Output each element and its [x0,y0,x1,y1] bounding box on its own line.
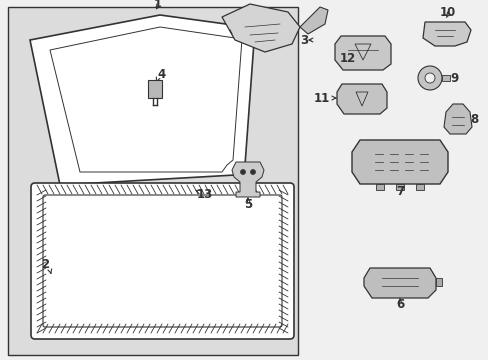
Bar [238,171,245,177]
Circle shape [417,66,441,90]
Text: 13: 13 [197,189,213,202]
Polygon shape [222,4,299,52]
Text: 2: 2 [41,258,49,271]
Text: 4: 4 [158,68,166,81]
FancyBboxPatch shape [148,80,162,98]
Bar [375,184,383,190]
Text: 12: 12 [339,52,355,65]
Bar [395,184,403,190]
Text: 10: 10 [439,5,455,18]
FancyBboxPatch shape [43,195,282,327]
Text: 5: 5 [244,198,252,211]
Bar [415,184,423,190]
Text: 11: 11 [313,91,329,104]
Polygon shape [351,140,447,184]
Text: 9: 9 [449,72,457,85]
Text: 6: 6 [395,298,403,311]
Polygon shape [334,36,390,70]
Polygon shape [30,15,254,185]
Bar [8,7,297,355]
Circle shape [250,170,255,175]
Polygon shape [299,7,327,34]
Bar [435,278,441,286]
Text: 7: 7 [395,185,403,198]
Circle shape [240,170,245,175]
Polygon shape [363,268,435,298]
Text: 3: 3 [299,33,307,46]
Polygon shape [443,104,471,134]
Bar [441,75,449,81]
Polygon shape [422,22,470,46]
Polygon shape [231,162,264,197]
Circle shape [424,73,434,83]
Text: 8: 8 [469,113,477,126]
FancyBboxPatch shape [31,183,293,339]
Polygon shape [336,84,386,114]
Text: 1: 1 [154,0,162,12]
